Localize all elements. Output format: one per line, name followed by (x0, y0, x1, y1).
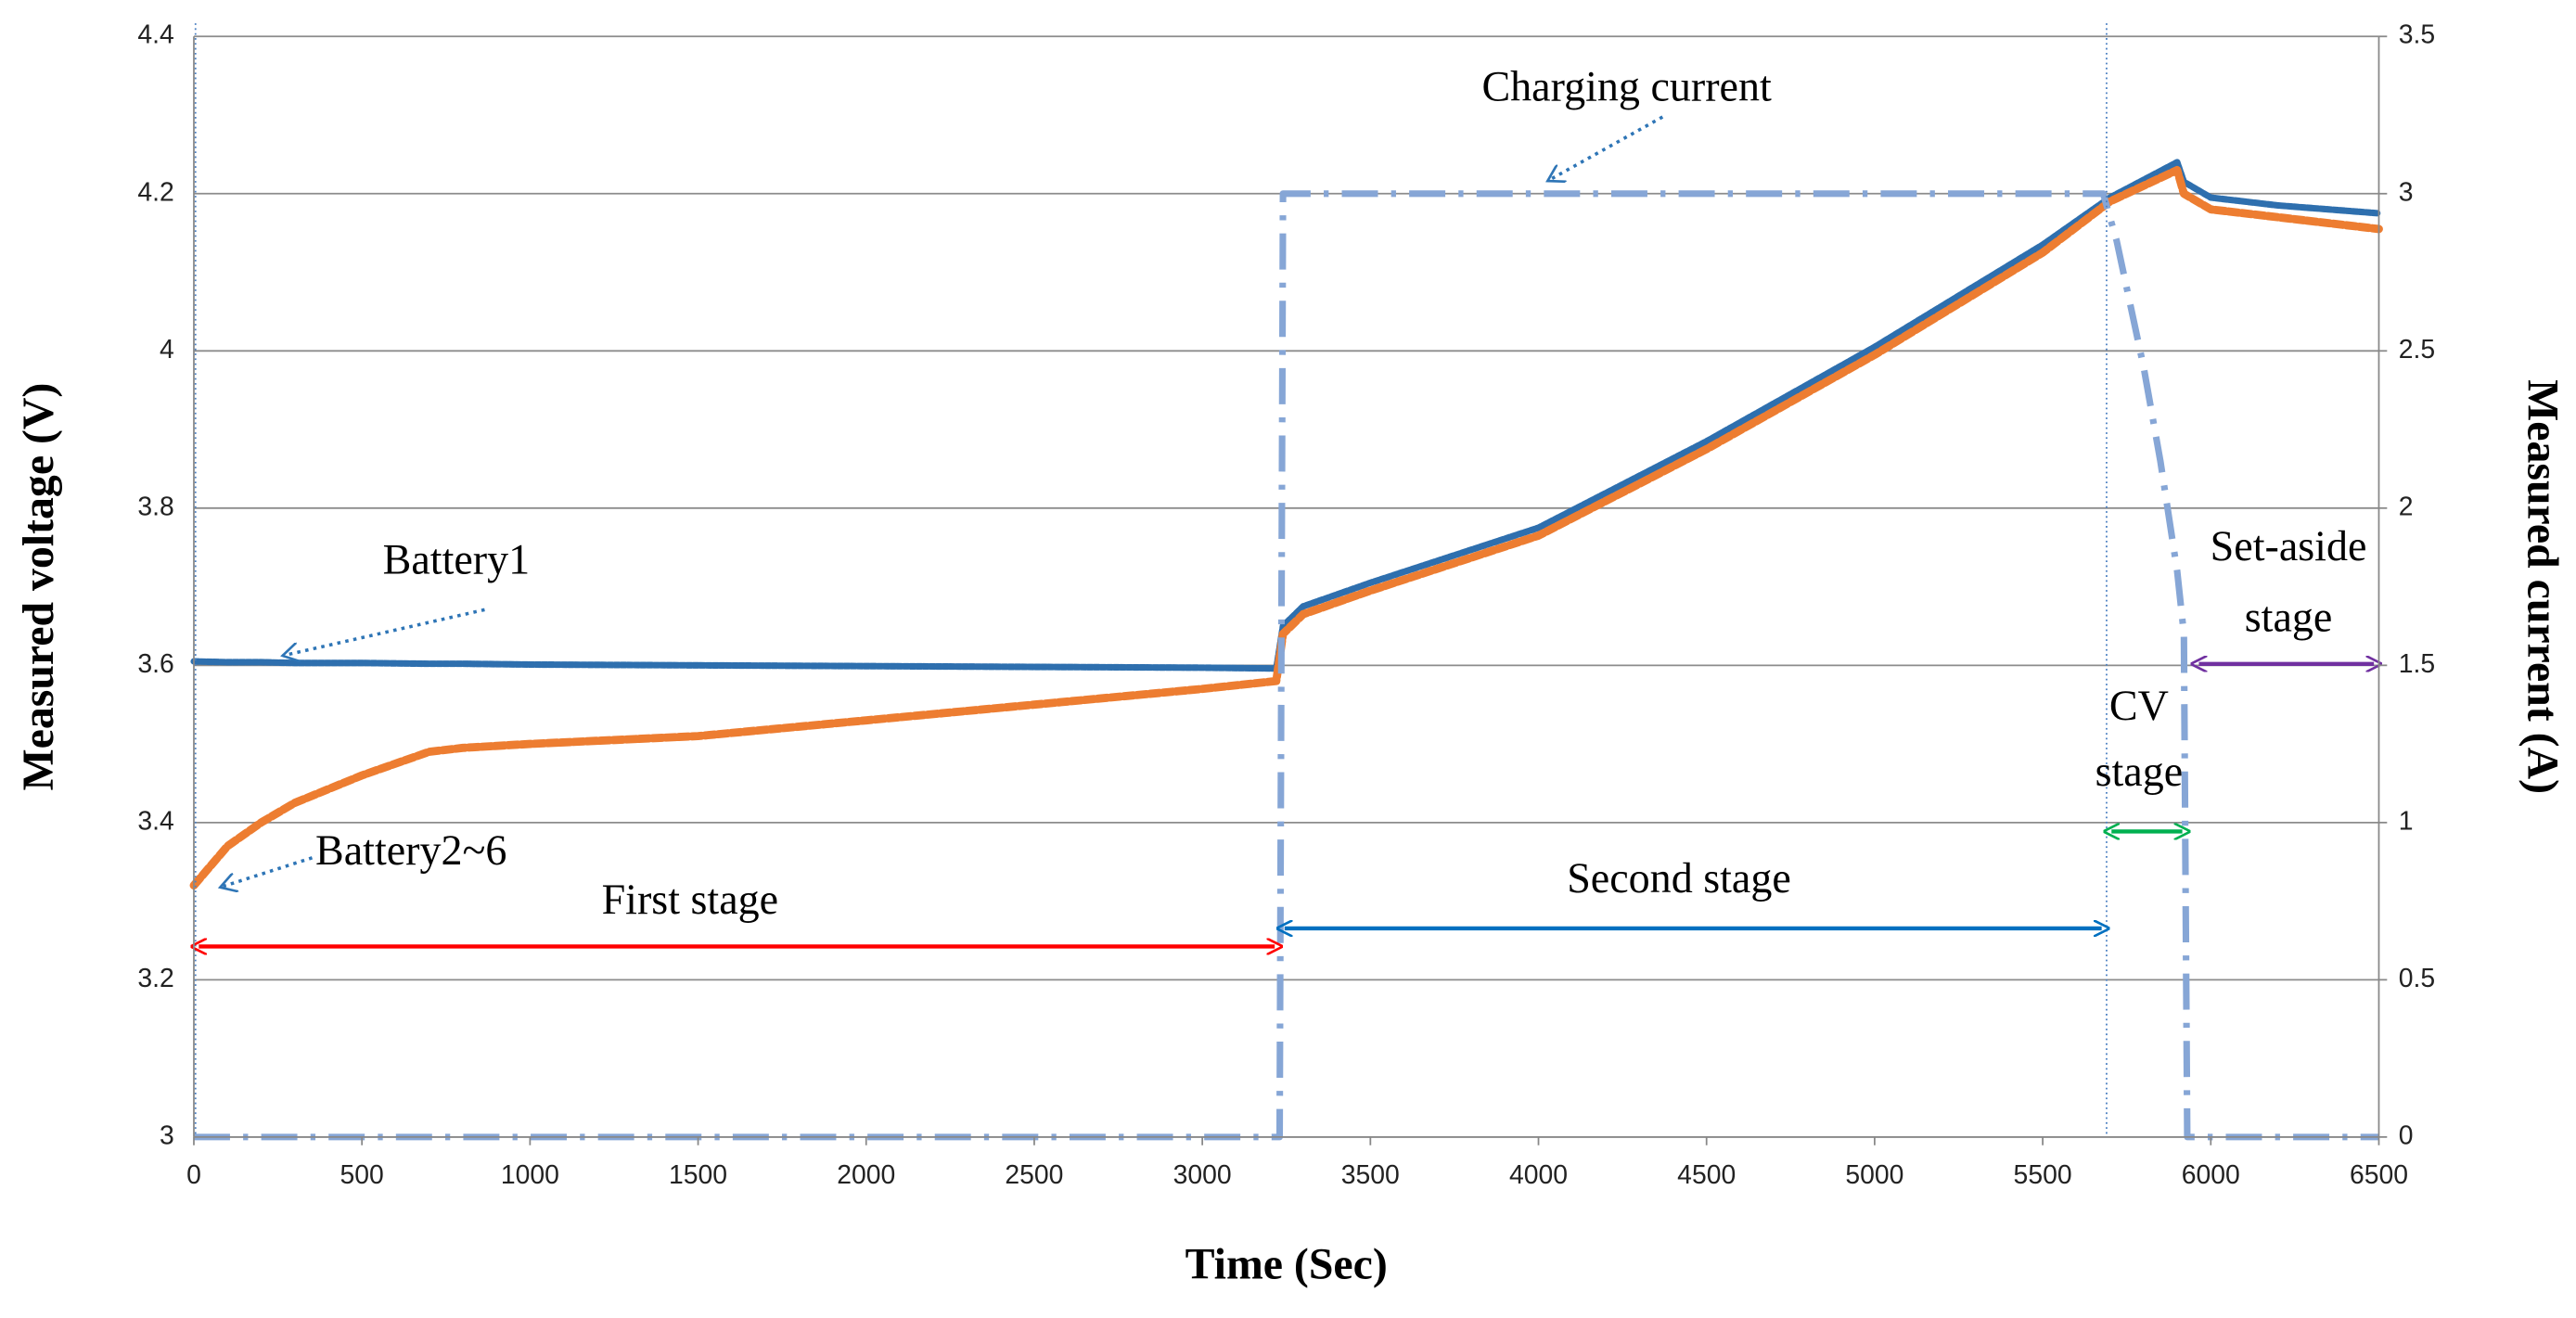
y-tick-label: 3 (160, 1120, 174, 1150)
annotation-arrow (1547, 115, 1664, 181)
y-axis-title: Measured voltage (V) (14, 383, 63, 791)
y2-tick-label: 3.5 (2399, 20, 2435, 50)
grid (193, 35, 2379, 1138)
y2-tick-label: 0.5 (2399, 964, 2435, 993)
x-tick-label: 2500 (1005, 1160, 1063, 1190)
annotation-arrow (220, 856, 314, 888)
x-tick-label: 6000 (2182, 1160, 2240, 1190)
y2-tick-label: 3 (2399, 177, 2414, 207)
y2-tick-label: 0 (2399, 1120, 2414, 1150)
x-tick-label: 1000 (501, 1160, 559, 1190)
stage-label: stage (2095, 748, 2184, 795)
y2-tick-label: 1 (2399, 806, 2414, 836)
x-tick-label: 4500 (1677, 1160, 1736, 1190)
x-tick-label: 1500 (669, 1160, 727, 1190)
series-line (189, 165, 2383, 890)
stage-label: First stage (602, 876, 779, 923)
y-tick-label: 4.2 (137, 177, 173, 207)
annotation: Charging current (1481, 62, 1772, 109)
y2-axis-title: Measured current (A) (2518, 379, 2567, 794)
stage-label: stage (2245, 593, 2333, 640)
x-tick-label: 2000 (837, 1160, 895, 1190)
x-tick-label: 5500 (2014, 1160, 2072, 1190)
series-line (190, 159, 2383, 672)
y2-tick-label: 1.5 (2399, 649, 2435, 679)
y2-tick-label: 2 (2399, 492, 2414, 521)
y-tick-label: 4.4 (137, 20, 173, 50)
annotation: Battery1 (383, 535, 531, 582)
annotation: Battery2~6 (315, 826, 506, 874)
annotation-arrow (283, 608, 485, 656)
stage-label: Set-aside (2211, 522, 2367, 569)
x-tick-label: 6500 (2350, 1160, 2408, 1190)
x-tick-label: 3500 (1341, 1160, 1400, 1190)
y-tick-label: 3.4 (137, 806, 173, 836)
x-axis-title: Time (Sec) (1185, 1240, 1388, 1289)
y-tick-label: 3.6 (137, 649, 173, 679)
stage-label: Second stage (1567, 854, 1791, 902)
x-tick-label: 3000 (1173, 1160, 1232, 1190)
y-tick-label: 3.2 (137, 964, 173, 993)
x-tick-label: 5000 (1845, 1160, 1903, 1190)
x-tick-label: 4000 (1509, 1160, 1568, 1190)
stage-label: CV (2109, 682, 2169, 729)
y-tick-label: 3.8 (137, 492, 173, 521)
y-tick-label: 4 (160, 335, 174, 365)
y2-tick-label: 2.5 (2399, 335, 2435, 365)
x-tick-label: 0 (186, 1160, 201, 1190)
x-tick-label: 500 (340, 1160, 384, 1190)
